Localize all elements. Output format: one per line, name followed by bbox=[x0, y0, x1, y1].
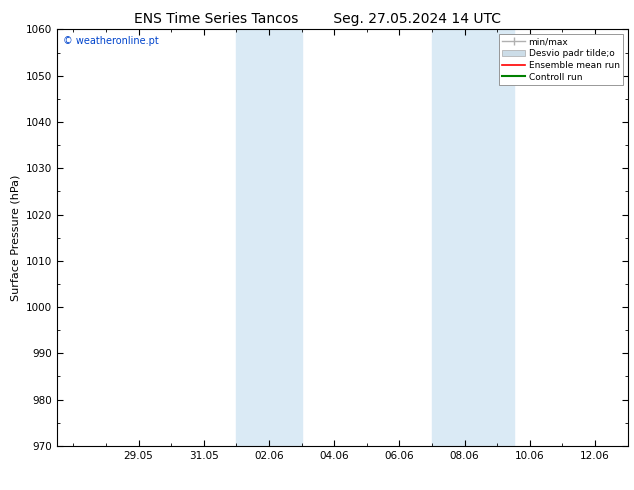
Text: ENS Time Series Tancos        Seg. 27.05.2024 14 UTC: ENS Time Series Tancos Seg. 27.05.2024 1… bbox=[134, 12, 500, 26]
Y-axis label: Surface Pressure (hPa): Surface Pressure (hPa) bbox=[10, 174, 20, 301]
Legend: min/max, Desvio padr tilde;o, Ensemble mean run, Controll run: min/max, Desvio padr tilde;o, Ensemble m… bbox=[499, 34, 623, 85]
Bar bbox=[236, 29, 302, 446]
Bar bbox=[432, 29, 514, 446]
Text: © weatheronline.pt: © weatheronline.pt bbox=[63, 36, 158, 46]
